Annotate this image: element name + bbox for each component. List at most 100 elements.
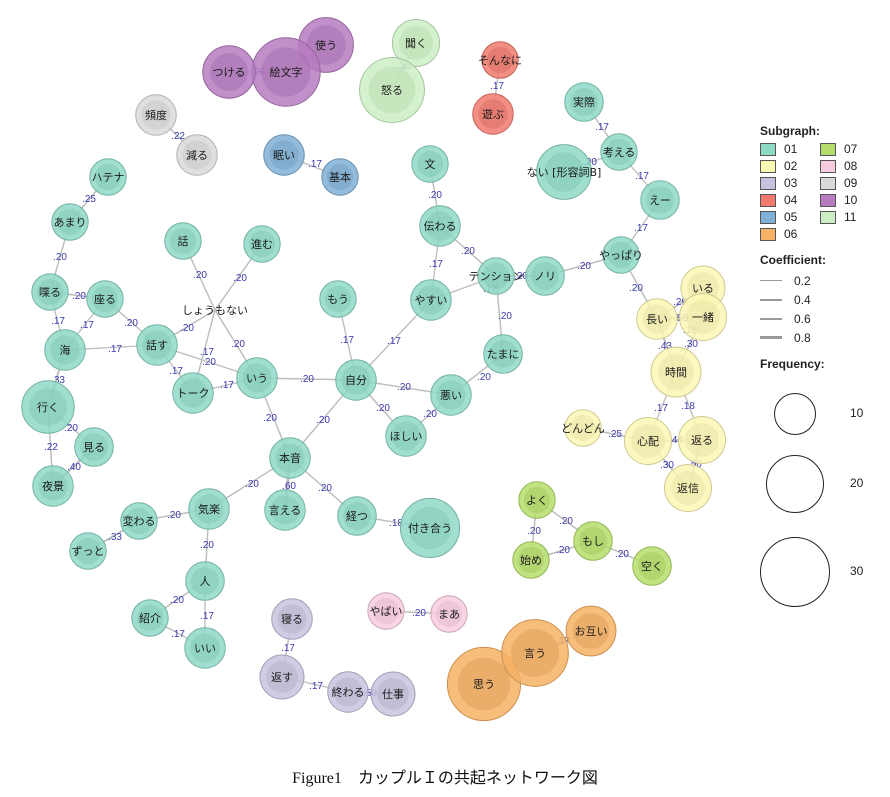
node-label-talk: トーク — [177, 387, 210, 400]
edge-label-iku-yoake: .22 — [44, 442, 58, 453]
subgraph-legend-title: Subgraph: — [760, 124, 820, 138]
node-label-ii: いい — [194, 642, 216, 655]
edge-label-shinpai-henshin: .30 — [660, 460, 674, 471]
node-label-kiite: 聞く — [405, 37, 427, 50]
edge-label-kaesu2-owaru: .17 — [309, 681, 323, 692]
node-core-ieru — [270, 495, 300, 525]
node-core-otagai — [573, 613, 609, 649]
edge-label-kangaeru-ee: .17 — [635, 171, 649, 182]
subgraph-swatch-10 — [820, 193, 836, 207]
coefficient-line-0 — [760, 280, 782, 281]
node-hito: 人 — [185, 561, 225, 601]
node-tsutawaru: 伝わる — [419, 205, 461, 247]
edge-label-jibun-iu: .20 — [300, 374, 314, 385]
node-core-warui — [436, 380, 466, 410]
node-core-yoku — [523, 486, 551, 514]
node-core-jibun — [341, 365, 371, 395]
node-core-tsutawaru — [425, 211, 455, 241]
node-kangaeru: 考える — [600, 133, 638, 171]
node-label-mou: もう — [327, 293, 349, 306]
edge-label-yasui-jibun: .17 — [387, 336, 401, 347]
node-iu: いう — [236, 357, 278, 399]
node-shinpai: 心配 — [623, 416, 673, 466]
node-label-jikan: 時間 — [665, 366, 687, 379]
node-label-nagai: 長い — [646, 313, 668, 326]
edge-label-shoumonai-hanasu: .20 — [180, 323, 194, 334]
frequency-legend-title: Frequency: — [760, 357, 825, 371]
coefficient-item-0: 0.2 — [760, 271, 885, 290]
node-core-okoru — [368, 66, 416, 114]
edge-label-yabai-maa: .20 — [412, 608, 426, 619]
node-susumu: 進む — [243, 225, 281, 263]
node-label-susumu: 進む — [251, 238, 273, 251]
node-core-hoshii — [391, 421, 421, 451]
node-core-hatena — [94, 163, 122, 191]
node-warui: 悪い — [430, 374, 472, 416]
node-owaru: 終わる — [327, 671, 369, 713]
subgraph-item-10: 10 — [820, 193, 880, 207]
node-label-tsutawaru: 伝わる — [424, 220, 457, 233]
node-core-nemui — [269, 140, 299, 170]
node-moshi: もし — [573, 521, 613, 561]
edge-label-iku-miru: .20 — [64, 423, 78, 434]
node-label-shaberu: 喋る — [39, 286, 61, 299]
node-kiite: 聞く — [391, 18, 441, 68]
node-core-honne — [275, 443, 305, 473]
edge-label-kiraku-kawaru: .20 — [167, 510, 181, 521]
node-label-iru: いる — [692, 282, 714, 295]
node-label-ieru: 言える — [269, 504, 302, 517]
node-core-tsukiau — [408, 506, 452, 550]
node-label-shinpai: 心配 — [637, 435, 659, 448]
node-miru: 見る — [74, 427, 114, 467]
coefficient-item-2: 0.6 — [760, 309, 885, 328]
node-label-shoukai: 紹介 — [139, 612, 161, 625]
edge-label-neru-kaesu2: .17 — [281, 643, 295, 654]
node-label-yappari: やっぱり — [599, 249, 643, 262]
subgraph-swatch-06 — [760, 227, 776, 241]
node-core-shinpai — [631, 424, 665, 458]
coefficient-label-1: 0.4 — [794, 292, 811, 307]
edge-label-hito-shoukai: .20 — [170, 595, 184, 606]
subgraph-item-09: 09 — [820, 176, 880, 190]
node-shoumonai: しょうもない — [182, 304, 248, 317]
node-label-jissai: 実際 — [573, 95, 595, 109]
node-core-yoake — [38, 471, 68, 501]
edge-label-kawaru-zutto: .33 — [108, 532, 122, 543]
node-core-nagai — [642, 304, 672, 334]
edge-label-honne-ieru: .60 — [282, 481, 296, 492]
node-honne: 本音 — [269, 437, 311, 479]
node-label-suwaru: 座る — [94, 292, 116, 306]
edge-label-nemui-kihon: .17 — [308, 159, 322, 170]
node-core-ii — [190, 633, 220, 663]
subgraph-label-10: 10 — [844, 193, 858, 207]
subgraph-item-04: 04 — [760, 193, 820, 207]
frequency-label-2: 30 — [850, 564, 864, 578]
node-label-kaesu2: 返す — [271, 671, 293, 684]
node-tsukeru: つける — [202, 45, 256, 99]
subgraph-item-05: 05 — [760, 210, 820, 224]
edge-label-nagai-jikan: .43 — [658, 341, 672, 352]
node-core-susumu — [248, 230, 276, 258]
node-yasui: やすい — [410, 279, 452, 321]
node-label-warui: 悪い — [440, 389, 462, 402]
node-core-zutto — [74, 537, 102, 565]
edge-label-tsutawaru-yasui: .17 — [429, 259, 443, 270]
node-core-kiraku — [194, 494, 224, 524]
node-hanasu: 話す — [136, 324, 178, 366]
node-aku: 空く — [632, 546, 672, 586]
edge-label-hanashi-shoumonai: .20 — [193, 270, 207, 281]
edge-label-kaesu-henshin: .50 — [688, 459, 702, 470]
subgraph-label-07: 07 — [844, 142, 858, 156]
node-talk: トーク — [172, 372, 214, 414]
node-label-kiraku: 気楽 — [198, 502, 220, 516]
edge-label-shoukai-ii: .17 — [171, 629, 185, 640]
node-label-tsukeru: つける — [213, 66, 246, 79]
edge-label-nori-tension: .20 — [514, 271, 528, 282]
node-core-tsukeru — [210, 53, 248, 91]
node-label-kaesu: 返る — [691, 434, 713, 447]
node-core-suwaru — [91, 285, 119, 313]
coefficient-line-2 — [760, 317, 782, 320]
node-label-hatena: ハテナ — [92, 171, 125, 184]
node-label-bun: 文 — [425, 157, 436, 171]
node-yappari: やっぱり — [599, 236, 643, 274]
